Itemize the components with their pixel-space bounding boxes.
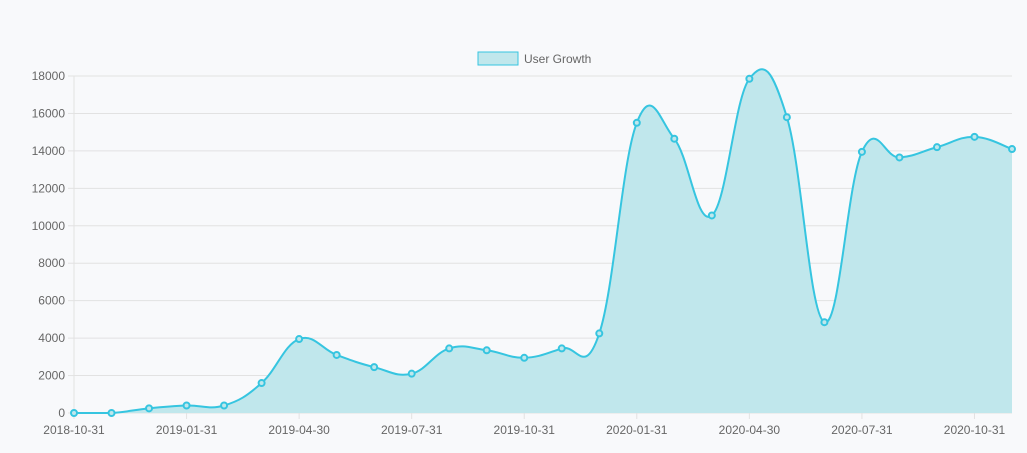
- y-tick-label-4000: 4000: [38, 331, 65, 345]
- legend[interactable]: User Growth: [477, 51, 591, 66]
- y-tick-label-0: 0: [58, 406, 65, 420]
- data-point-2019-06-30[interactable]: [370, 363, 379, 372]
- x-axis: 2018-10-31 2019-01-31 2019-04-30 2019-07-31…: [43, 412, 1012, 437]
- data-point-2020-07-31[interactable]: [857, 147, 866, 156]
- data-point-2020-09-30[interactable]: [932, 143, 941, 152]
- data-point-2019-10-31[interactable]: [520, 353, 529, 362]
- data-point-2018-11-30[interactable]: [107, 409, 116, 417]
- x-tick-label-2019-04-30: 2019-04-30: [268, 423, 330, 437]
- x-tick-label-2019-10-31: 2019-10-31: [494, 423, 556, 437]
- data-point-2020-02-29[interactable]: [670, 134, 679, 143]
- y-axis: 0 2000 4000 6000 8000 10000 12000 14000 16000 180…: [32, 69, 75, 420]
- data-point-2019-02-28[interactable]: [220, 401, 229, 410]
- series-area-user-growth: [74, 69, 1012, 413]
- x-tick-label-2020-07-31: 2020-07-31: [831, 423, 893, 437]
- y-tick-label-10000: 10000: [32, 219, 66, 233]
- x-tick-label-2019-07-31: 2019-07-31: [381, 423, 443, 437]
- data-point-2019-12-31[interactable]: [595, 329, 604, 338]
- data-point-2020-04-30[interactable]: [745, 74, 754, 83]
- x-tick-label-2019-01-31: 2019-01-31: [156, 423, 218, 437]
- y-tick-label-12000: 12000: [32, 181, 66, 195]
- data-point-2020-10-31[interactable]: [970, 132, 979, 141]
- x-tick-label-2018-10-31: 2018-10-31: [43, 423, 105, 437]
- data-point-2018-10-31[interactable]: [70, 409, 78, 417]
- data-point-2020-01-31[interactable]: [632, 118, 641, 127]
- x-tick-label-2020-04-30: 2020-04-30: [719, 423, 781, 437]
- y-tick-label-16000: 16000: [32, 106, 66, 120]
- legend-swatch: [477, 51, 519, 66]
- data-point-2018-12-31[interactable]: [145, 404, 154, 413]
- plot-area: [70, 68, 1016, 417]
- y-tick-label-2000: 2000: [38, 369, 65, 383]
- x-tick-label-2020-01-31: 2020-01-31: [606, 423, 668, 437]
- data-point-2019-11-30[interactable]: [557, 344, 566, 353]
- y-tick-label-8000: 8000: [38, 256, 65, 270]
- data-point-2019-01-31[interactable]: [182, 401, 191, 410]
- data-point-2020-11-30[interactable]: [1008, 145, 1016, 154]
- data-point-2019-04-30[interactable]: [295, 335, 304, 344]
- data-point-2019-08-31[interactable]: [445, 344, 454, 353]
- x-tick-label-2020-10-31: 2020-10-31: [944, 423, 1006, 437]
- data-point-2020-03-31[interactable]: [707, 211, 716, 220]
- data-point-2020-08-31[interactable]: [895, 153, 904, 162]
- legend-label: User Growth: [524, 52, 591, 66]
- data-point-2020-06-30[interactable]: [820, 318, 829, 327]
- series-line-user-growth: [73, 68, 1013, 415]
- y-tick-label-6000: 6000: [38, 294, 65, 308]
- y-tick-label-14000: 14000: [32, 144, 66, 158]
- data-point-2020-05-31[interactable]: [782, 113, 791, 122]
- data-point-2019-07-31[interactable]: [407, 369, 416, 378]
- data-point-2019-09-30[interactable]: [482, 346, 491, 355]
- data-point-2019-05-31[interactable]: [332, 350, 341, 359]
- grid-lines: [74, 75, 1012, 414]
- data-point-2019-03-31[interactable]: [257, 379, 266, 388]
- y-tick-label-18000: 18000: [32, 69, 66, 83]
